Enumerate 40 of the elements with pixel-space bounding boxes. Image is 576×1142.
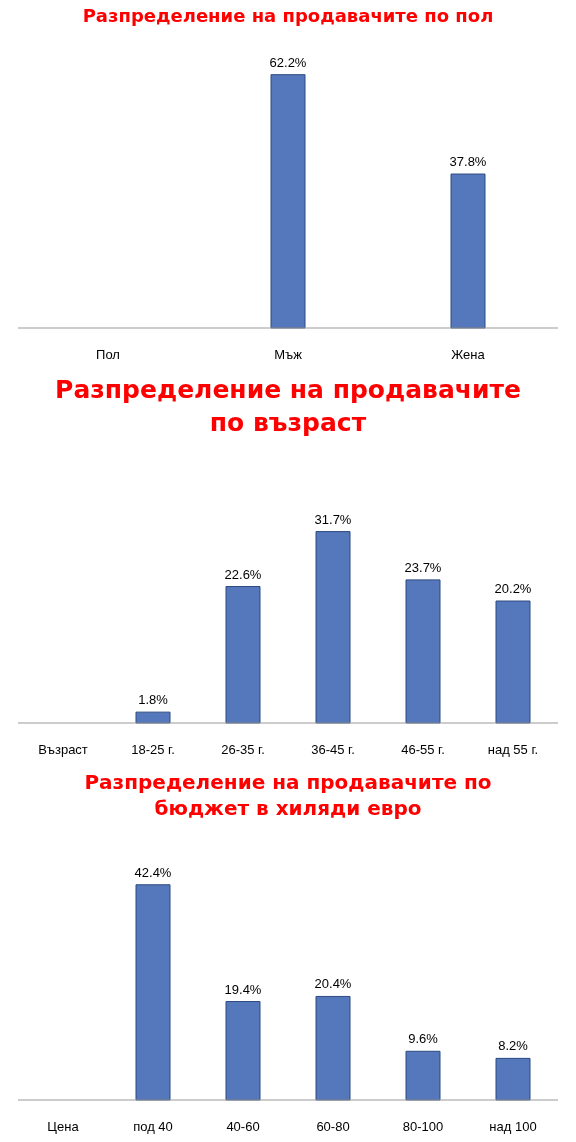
bar xyxy=(315,531,351,724)
bar xyxy=(225,1001,261,1101)
data-label: 1.8% xyxy=(138,692,169,708)
x-tick-label: Жена xyxy=(451,347,486,363)
x-tick-label: 80-100 xyxy=(402,1119,444,1135)
data-label: 62.2% xyxy=(269,54,307,70)
data-label: 23.7% xyxy=(404,559,442,575)
x-tick-label: 40-60 xyxy=(226,1119,260,1135)
bar xyxy=(405,579,441,724)
bar xyxy=(405,1050,441,1101)
chart-title: Разпределение на продавачите по пол xyxy=(81,4,495,28)
x-tick-label: под 40 xyxy=(133,1119,173,1135)
chart-title: Разпределение на продавачите по бюджет в хиляди евро xyxy=(83,769,493,822)
data-label: 20.4% xyxy=(314,976,352,992)
x-tick-label: 36-45 г. xyxy=(311,742,355,758)
x-tick-label: 46-55 г. xyxy=(401,742,445,758)
chart-title: Разпределение на продавачите по възраст xyxy=(54,374,522,439)
x-tick-label: над 55 г. xyxy=(487,742,539,758)
data-label: 42.4% xyxy=(134,864,172,880)
x-tick-label: 18-25 г. xyxy=(131,742,175,758)
data-label: 20.2% xyxy=(494,581,532,597)
data-label: 37.8% xyxy=(449,154,487,170)
bar xyxy=(135,711,171,724)
bar xyxy=(495,1057,531,1101)
data-label: 31.7% xyxy=(314,511,352,527)
x-tick-label: Мъж xyxy=(274,347,303,363)
x-tick-label: Пол xyxy=(96,347,120,363)
x-tick-label: Възраст xyxy=(38,742,88,758)
data-label: 22.6% xyxy=(224,566,262,582)
data-label: 9.6% xyxy=(408,1031,439,1047)
bar xyxy=(225,586,261,724)
bar xyxy=(495,600,531,724)
data-label: 19.4% xyxy=(224,981,262,997)
x-tick-label: 60-80 xyxy=(316,1119,350,1135)
x-tick-label: над 100 xyxy=(489,1119,537,1135)
x-tick-label: Цена xyxy=(47,1119,80,1135)
data-label: 8.2% xyxy=(498,1038,529,1054)
bar xyxy=(315,995,351,1101)
bar xyxy=(135,884,171,1101)
x-tick-label: 26-35 г. xyxy=(221,742,265,758)
